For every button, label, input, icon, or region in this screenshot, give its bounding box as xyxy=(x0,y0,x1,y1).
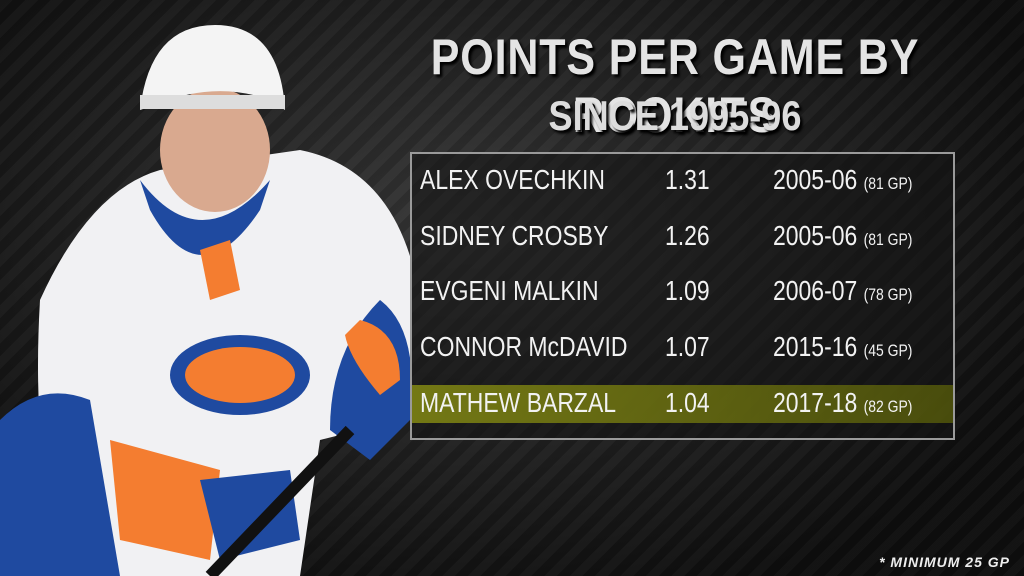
subtitle: SINCE 1995-96 xyxy=(548,92,802,139)
player-name: SIDNEY CROSBY xyxy=(420,220,609,251)
season: 2005-06 (81 GP) xyxy=(773,220,913,251)
points-per-game: 1.04 xyxy=(665,387,710,418)
player-name: CONNOR McDAVID xyxy=(420,331,628,362)
points-per-game: 1.26 xyxy=(665,220,710,251)
season: 2006-07 (78 GP) xyxy=(773,275,913,306)
points-per-game: 1.09 xyxy=(665,275,710,306)
games-played: (81 GP) xyxy=(863,174,913,193)
points-per-game: 1.07 xyxy=(665,331,710,362)
player-name: MATHEW BARZAL xyxy=(420,387,617,418)
footnote: * MINIMUM 25 GP xyxy=(879,554,1010,570)
games-played: (81 GP) xyxy=(863,230,913,249)
highlight-row xyxy=(412,385,953,423)
player-name: EVGENI MALKIN xyxy=(420,275,599,306)
player-name: ALEX OVECHKIN xyxy=(420,164,606,195)
player-art xyxy=(0,25,410,576)
title: POINTS PER GAME BY ROOKIES xyxy=(430,29,920,143)
games-played: (78 GP) xyxy=(863,285,913,304)
season: 2017-18 (82 GP) xyxy=(773,387,913,418)
season: 2005-06 (81 GP) xyxy=(773,164,913,195)
games-played: (82 GP) xyxy=(863,397,913,416)
season: 2015-16 (45 GP) xyxy=(773,331,913,362)
games-played: (45 GP) xyxy=(863,341,913,360)
points-per-game: 1.31 xyxy=(665,164,710,195)
